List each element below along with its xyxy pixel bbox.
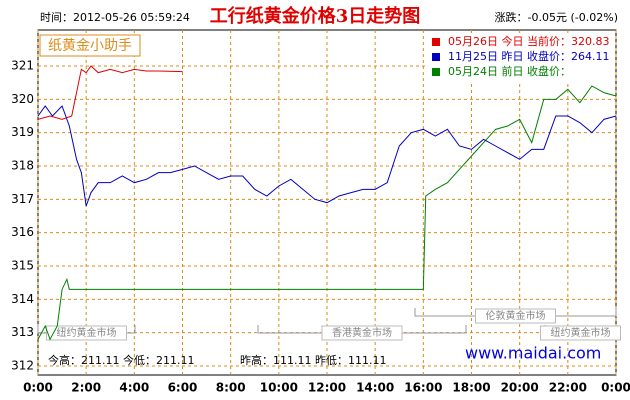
- price-line: [37, 105, 617, 207]
- x-tick-label: 18:00: [452, 381, 490, 395]
- y-tick-label: 320: [11, 92, 34, 106]
- legend-label: 05月24日 前日 收盘价：: [448, 64, 571, 78]
- legend-swatch: [432, 68, 440, 76]
- chart-title: 工行纸黄金价格3日走势图: [210, 5, 421, 27]
- y-tick-label: 316: [11, 225, 34, 239]
- price-line: [37, 65, 183, 120]
- y-tick-label: 313: [11, 325, 34, 339]
- x-tick-label: 14:00: [356, 381, 394, 395]
- y-tick-label: 318: [11, 159, 34, 173]
- y-tick-label: 315: [11, 259, 34, 273]
- y-tick-label: 314: [11, 292, 34, 306]
- x-tick-label: 22:00: [549, 381, 587, 395]
- price-change: 涨跌：-0.05元 (-0.02%): [495, 10, 618, 24]
- market-label-box: [321, 325, 403, 341]
- x-tick-label: 8:00: [216, 381, 246, 395]
- legend-swatch: [432, 38, 440, 46]
- market-label-box: [46, 325, 127, 341]
- x-tick-label: 2:00: [71, 381, 101, 395]
- market-label: 纽约黄金市场: [551, 326, 611, 339]
- legend-label: 05月26日 今日 当前价：320.83: [448, 34, 609, 48]
- x-tick-label: 10:00: [260, 381, 298, 395]
- x-tick-label: 20:00: [501, 381, 539, 395]
- x-tick-label: 16:00: [404, 381, 442, 395]
- y-tick-label: 319: [11, 125, 34, 139]
- timestamp: 时间：2012-05-26 05:59:24: [40, 11, 190, 24]
- y-tick-label: 312: [11, 359, 34, 373]
- market-label: 香港黄金市场: [332, 326, 392, 339]
- price-line: [37, 85, 617, 341]
- market-label: 纽约黄金市场: [57, 326, 117, 339]
- market-label: 伦敦黄金市场: [486, 309, 546, 322]
- legend-label: 11月25日 昨日 收盘价：264.11: [448, 49, 609, 63]
- x-tick-label: 0:00: [23, 381, 53, 395]
- legend-swatch: [432, 53, 440, 61]
- today-range: 今高：211.11 今低：211.11: [48, 353, 194, 367]
- website: www.maidai.com: [465, 344, 601, 363]
- x-tick-label: 12:00: [308, 381, 346, 395]
- market-label-box: [475, 308, 556, 324]
- x-tick-label: 4:00: [119, 381, 149, 395]
- x-tick-label: 0:00: [601, 381, 630, 395]
- y-tick-label: 321: [11, 59, 34, 73]
- badge-box: [39, 34, 141, 57]
- yesterday-range: 昨高：111.11 昨低：111.11: [240, 353, 386, 367]
- legend-box: [425, 33, 615, 81]
- badge: 纸黄金小助手: [48, 37, 132, 54]
- x-tick-label: 6:00: [168, 381, 198, 395]
- market-label-box: [540, 325, 621, 341]
- y-tick-label: 317: [11, 192, 34, 206]
